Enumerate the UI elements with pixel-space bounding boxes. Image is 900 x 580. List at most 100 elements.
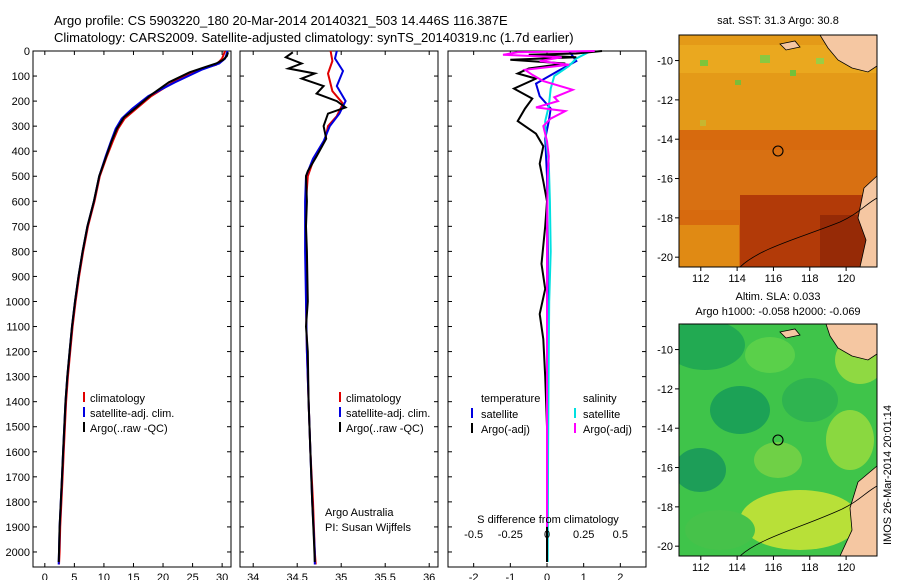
map-y-tick-label: -14 [657, 423, 673, 435]
map-y-tick-label: -10 [657, 56, 673, 68]
x-tick-label: 34.5 [286, 572, 307, 580]
x-tick-label: 25 [186, 572, 198, 580]
footer-stamp: IMOS 26-Mar-2014 20:01:14 [882, 405, 894, 545]
x-tick-label: 0 [42, 572, 48, 580]
legend-label: satellite [583, 409, 620, 421]
panel-difference: -2-1012T difference from climatologytemp… [447, 50, 647, 580]
sla-map-title-2: Argo h1000: -0.058 h2000: -0.069 [695, 306, 860, 318]
legend-label: Argo(-adj) [583, 424, 632, 436]
y-tick-label: 1900 [6, 522, 30, 534]
panel-frame [32, 50, 232, 568]
x-tick-label: 1 [581, 572, 587, 580]
y-tick-label: 1500 [6, 422, 30, 434]
map-x-tick-label: 114 [728, 273, 746, 285]
map-y-tick-label: -16 [657, 174, 673, 186]
y-tick-label: 1400 [6, 397, 30, 409]
y-tick-label: 0 [24, 46, 30, 58]
y-tick-label: 1600 [6, 447, 30, 459]
sla-map-axes: 112 114 116 118 120 -10 -12 -14 -16 -18 -20 [657, 345, 855, 574]
sla-map-title-1: Altim. SLA: 0.033 [736, 291, 821, 303]
map-x-tick-label: 114 [728, 562, 746, 574]
map-x-tick-label: 116 [765, 562, 783, 574]
sla-map: Altim. SLA: 0.033 Argo h1000: -0.058 h20… [657, 291, 878, 574]
legend-title-salinity: salinity [583, 393, 617, 405]
argo-location-marker-sla [772, 434, 784, 446]
map-y-tick-label: -12 [657, 95, 673, 107]
map-y-tick-label: -18 [657, 502, 673, 514]
x-tick-label: 0 [544, 572, 550, 580]
y-tick-label: 500 [12, 171, 30, 183]
map-y-tick-label: -16 [657, 463, 673, 475]
map-x-tick-label: 120 [837, 273, 855, 285]
map-y-tick-label: -20 [657, 252, 673, 264]
series-argo-raw-qc- [57, 52, 229, 563]
map-y-tick-label: -14 [657, 134, 673, 146]
series-argo-raw-qc- [283, 51, 348, 563]
top-tick-label: 0.25 [573, 529, 594, 541]
panel-frame [239, 50, 439, 568]
x-tick-label: 2 [617, 572, 623, 580]
top-tick-label: 0.5 [613, 529, 628, 541]
title-line-2: Climatology: CARS2009. Satellite-adjuste… [54, 30, 574, 45]
series-t-argo-adj- [510, 50, 603, 562]
map-x-tick-label: 112 [692, 273, 710, 285]
map-y-tick-label: -18 [657, 213, 673, 225]
x-tick-label: 15 [127, 572, 139, 580]
top-tick-label: 0 [544, 529, 550, 541]
y-tick-label: 900 [12, 271, 30, 283]
title-line-1: Argo profile: CS 5903220_180 20-Mar-2014… [54, 13, 508, 28]
sla-field [679, 324, 877, 556]
y-tick-label: 200 [12, 96, 30, 108]
sst-map-title: sat. SST: 31.3 Argo: 30.8 [717, 15, 839, 27]
profile-panels: 0100200300400500600700800900100011001200… [6, 46, 647, 580]
legend-label: Argo(..raw -QC) [346, 423, 424, 435]
y-tick-label: 100 [12, 71, 30, 83]
legend-label: satellite-adj. clim. [90, 408, 174, 420]
y-tick-label: 1800 [6, 497, 30, 509]
panel-temperature: 0100200300400500600700800900100011001200… [6, 46, 232, 580]
x-tick-label: 34 [247, 572, 259, 580]
sst-field [679, 35, 877, 267]
x-tick-label: 5 [71, 572, 77, 580]
y-tick-label: 400 [12, 146, 30, 158]
x-tick-label: -2 [469, 572, 479, 580]
legend-label: satellite-adj. clim. [346, 408, 430, 420]
x-tick-label: 36 [423, 572, 435, 580]
y-tick-label: 1700 [6, 472, 30, 484]
legend-title-temperature: temperature [481, 393, 540, 405]
top-axis-label: S difference from climatology [477, 514, 619, 526]
panel-salinity: 3434.53535.536salinityclimatologysatelli… [239, 50, 439, 580]
map-x-tick-label: 118 [801, 562, 819, 574]
x-tick-label: -1 [505, 572, 515, 580]
series-s-argo-adj- [502, 50, 595, 527]
y-tick-label: 1200 [6, 347, 30, 359]
y-tick-label: 800 [12, 246, 30, 258]
argo-location-marker [772, 145, 784, 157]
map-x-tick-label: 120 [837, 562, 855, 574]
legend-label: climatology [346, 393, 402, 405]
x-tick-label: 35.5 [374, 572, 395, 580]
map-x-tick-label: 112 [692, 562, 710, 574]
sst-map: sat. SST: 31.3 Argo: 30.8 112 114 116 118 12… [657, 15, 878, 285]
map-x-tick-label: 118 [801, 273, 819, 285]
legend-label: climatology [90, 393, 146, 405]
annotation: Argo Australia [325, 507, 394, 519]
y-tick-label: 700 [12, 221, 30, 233]
x-tick-label: 35 [335, 572, 347, 580]
y-tick-label: 1100 [6, 322, 30, 334]
x-tick-label: 30 [216, 572, 228, 580]
map-y-tick-label: -12 [657, 384, 673, 396]
y-tick-label: 1000 [6, 296, 30, 308]
x-tick-label: 10 [98, 572, 110, 580]
legend-label: Argo(..raw -QC) [90, 423, 168, 435]
map-y-tick-label: -20 [657, 541, 673, 553]
map-y-tick-label: -10 [657, 345, 673, 357]
legend-label: Argo(-adj) [481, 424, 530, 436]
legend-label: satellite [481, 409, 518, 421]
y-tick-label: 1300 [6, 372, 30, 384]
y-tick-label: 2000 [6, 547, 30, 559]
map-x-tick-label: 116 [765, 273, 783, 285]
sst-map-axes: 112 114 116 118 120 -10 -12 -14 -16 -18 -20 [657, 56, 855, 285]
